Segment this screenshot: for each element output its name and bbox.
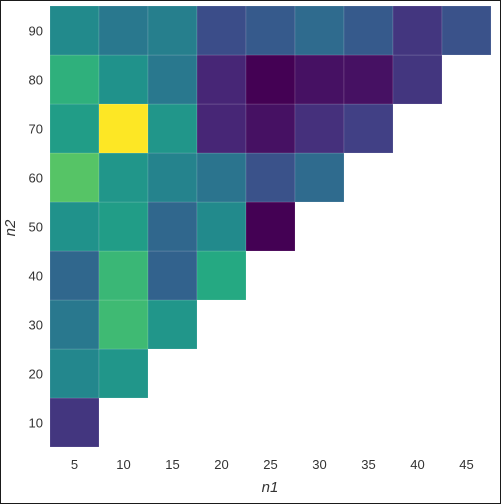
heatmap-cell: [392, 5, 443, 56]
heatmap-cell: [98, 5, 149, 56]
x-tick-label: 25: [263, 457, 277, 472]
heatmap-cell: [49, 152, 100, 203]
heatmap-cell: [343, 103, 394, 154]
x-tick-label: 30: [312, 457, 326, 472]
heatmap-cell: [49, 299, 100, 350]
heatmap-cell: [343, 54, 394, 105]
y-tick-label: 20: [29, 367, 43, 382]
x-tick-label: 40: [410, 457, 424, 472]
y-tick-labels: 10 20 30 40 50 60 70 80 90: [29, 24, 43, 431]
heatmap-cell: [294, 103, 345, 154]
heatmap-cell: [147, 299, 198, 350]
heatmap-cell: [245, 201, 296, 252]
heatmap-cell: [196, 250, 247, 301]
heatmap-cell: [98, 152, 149, 203]
x-tick-label: 5: [71, 457, 78, 472]
heatmap-cells: [49, 5, 492, 448]
heatmap-cell: [245, 54, 296, 105]
x-tick-label: 35: [361, 457, 375, 472]
y-tick-label: 70: [29, 122, 43, 137]
heatmap-cell: [147, 201, 198, 252]
heatmap-cell: [147, 103, 198, 154]
heatmap-cell: [98, 201, 149, 252]
heatmap-cell: [196, 152, 247, 203]
heatmap-cell: [343, 5, 394, 56]
heatmap-cell: [196, 103, 247, 154]
heatmap-cell: [49, 5, 100, 56]
heatmap-cell: [49, 201, 100, 252]
x-tick-labels: 5 10 15 20 25 30 35 40 45: [71, 457, 474, 472]
heatmap-cell: [196, 201, 247, 252]
heatmap-cell: [49, 250, 100, 301]
heatmap-cell: [98, 54, 149, 105]
y-tick-label: 60: [29, 171, 43, 186]
heatmap-cell: [98, 348, 149, 399]
y-axis-label: n2: [2, 219, 19, 236]
heatmap-cell: [147, 54, 198, 105]
heatmap-cell: [245, 103, 296, 154]
heatmap-cell: [147, 5, 198, 56]
y-tick-label: 80: [29, 73, 43, 88]
heatmap-cell: [98, 299, 149, 350]
x-tick-label: 10: [116, 457, 130, 472]
heatmap-cell: [441, 5, 492, 56]
heatmap-cell: [49, 54, 100, 105]
heatmap-cell: [294, 5, 345, 56]
heatmap-cell: [196, 54, 247, 105]
heatmap-cell: [392, 54, 443, 105]
heatmap-cell: [49, 103, 100, 154]
heatmap-cell: [49, 348, 100, 399]
heatmap-cell: [98, 103, 149, 154]
y-tick-label: 10: [29, 416, 43, 431]
heatmap-cell: [196, 5, 247, 56]
heatmap-cell: [245, 5, 296, 56]
x-tick-label: 45: [459, 457, 473, 472]
x-tick-label: 20: [214, 457, 228, 472]
heatmap-cell: [147, 250, 198, 301]
heatmap-cell: [245, 152, 296, 203]
y-tick-label: 40: [29, 269, 43, 284]
heatmap-cell: [147, 152, 198, 203]
heatmap-cell: [49, 397, 100, 448]
x-tick-label: 15: [165, 457, 179, 472]
y-tick-label: 30: [29, 318, 43, 333]
x-axis-label: n1: [262, 479, 279, 496]
heatmap-cell: [294, 152, 345, 203]
heatmap-cell: [98, 250, 149, 301]
y-tick-label: 50: [29, 220, 43, 235]
heatmap-cell: [294, 54, 345, 105]
y-tick-label: 90: [29, 24, 43, 39]
